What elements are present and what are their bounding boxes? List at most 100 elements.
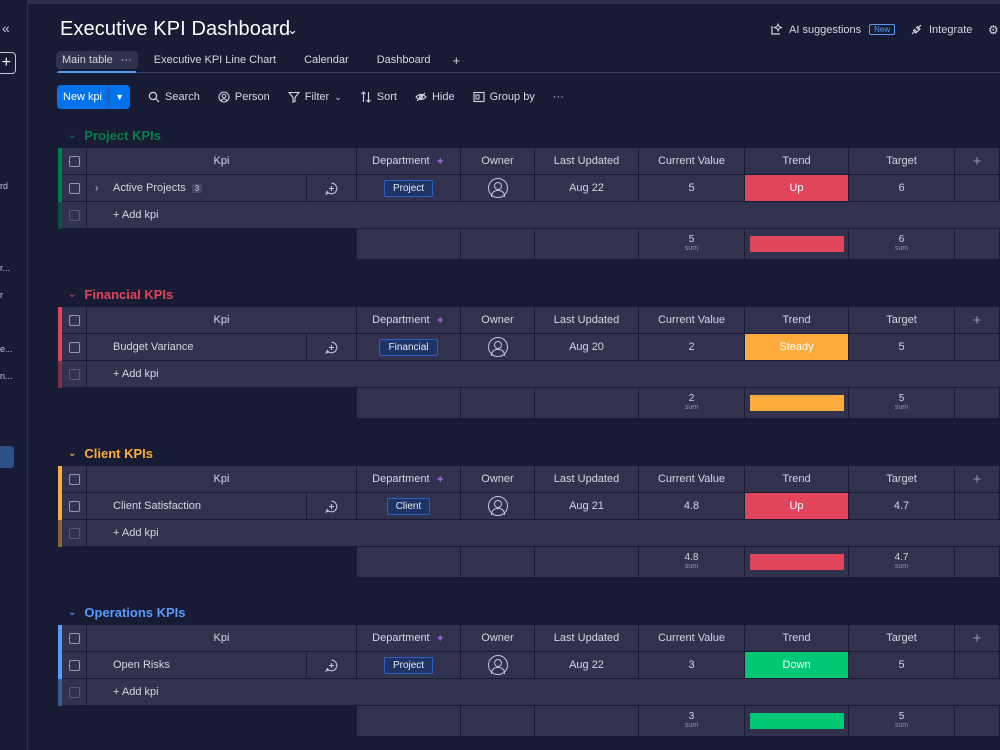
department-cell[interactable]: Project bbox=[357, 652, 461, 679]
table-row[interactable]: Budget Variance Financial Aug 20 2 Steady 5 bbox=[58, 334, 1000, 361]
kpi-cell[interactable]: › Active Projects 3 bbox=[87, 175, 307, 202]
add-row[interactable]: + Add kpi bbox=[58, 679, 1000, 706]
chevron-down-icon[interactable]: ⌄ bbox=[68, 130, 77, 141]
hide-button[interactable]: Hide bbox=[415, 91, 455, 103]
owner-cell[interactable] bbox=[461, 175, 535, 202]
kpi-name[interactable]: Budget Variance bbox=[113, 341, 194, 353]
chevron-down-icon[interactable]: ▼ bbox=[108, 85, 130, 109]
trend-distribution-bar[interactable] bbox=[749, 554, 844, 570]
summary-target[interactable]: 5 sum bbox=[849, 388, 955, 418]
summary-trend[interactable] bbox=[745, 547, 849, 577]
person-avatar-icon[interactable] bbox=[487, 655, 508, 675]
current-value-cell[interactable]: 3 bbox=[639, 652, 745, 679]
summary-target[interactable]: 4.7 sum bbox=[849, 547, 955, 577]
target-cell[interactable]: 5 bbox=[849, 652, 955, 679]
subitems-count[interactable]: 3 bbox=[191, 183, 203, 193]
column-header-target[interactable]: Target bbox=[849, 466, 955, 493]
group-title[interactable]: Project KPIs bbox=[84, 128, 161, 143]
department-cell[interactable]: Project bbox=[357, 175, 461, 202]
summary-trend[interactable] bbox=[745, 229, 849, 259]
add-kpi-input[interactable]: + Add kpi bbox=[87, 520, 966, 547]
column-header-trend[interactable]: Trend bbox=[745, 307, 849, 334]
column-header-last-updated[interactable]: Last Updated bbox=[535, 148, 639, 175]
department-tag[interactable]: Project bbox=[383, 656, 434, 674]
kpi-cell[interactable]: Open Risks bbox=[87, 652, 307, 679]
summary-current-value[interactable]: 5 sum bbox=[639, 229, 745, 259]
sort-button[interactable]: Sort bbox=[360, 91, 397, 103]
department-tag[interactable]: Client bbox=[386, 497, 431, 515]
group-header[interactable]: ⌄ Project KPIs bbox=[68, 128, 161, 143]
add-column-button[interactable]: + bbox=[955, 148, 1000, 175]
table-row[interactable]: › Active Projects 3 Project Aug 22 5 Up 6 bbox=[58, 175, 1000, 202]
trend-distribution-bar[interactable] bbox=[749, 236, 844, 252]
column-header-owner[interactable]: Owner bbox=[461, 148, 535, 175]
column-header-owner[interactable]: Owner bbox=[461, 307, 535, 334]
sidebar-item-fragment[interactable]: r bbox=[0, 290, 3, 300]
column-header-kpi[interactable]: Kpi bbox=[87, 466, 357, 493]
summary-current-value[interactable]: 4.8 sum bbox=[639, 547, 745, 577]
column-header-owner[interactable]: Owner bbox=[461, 466, 535, 493]
column-header-target[interactable]: Target bbox=[849, 625, 955, 652]
chevron-down-icon[interactable]: ⌄ bbox=[68, 607, 77, 618]
add-view-icon[interactable]: + bbox=[452, 52, 461, 68]
add-update-button[interactable] bbox=[307, 652, 357, 679]
person-filter-button[interactable]: Person bbox=[218, 91, 270, 103]
column-header-target[interactable]: Target bbox=[849, 148, 955, 175]
owner-cell[interactable] bbox=[461, 334, 535, 361]
column-header-kpi[interactable]: Kpi bbox=[87, 307, 357, 334]
column-header-department[interactable]: Department ✦ bbox=[357, 466, 461, 493]
add-column-button[interactable]: + bbox=[955, 625, 1000, 652]
chevron-down-icon[interactable]: ⌄ bbox=[287, 22, 298, 37]
summary-target[interactable]: 6 sum bbox=[849, 229, 955, 259]
tab-calendar[interactable]: Calendar bbox=[304, 54, 349, 66]
department-tag[interactable]: Financial bbox=[379, 338, 438, 356]
department-cell[interactable]: Financial bbox=[357, 334, 461, 361]
last-updated-cell[interactable]: Aug 20 bbox=[535, 334, 639, 361]
add-update-button[interactable] bbox=[307, 334, 357, 361]
target-cell[interactable]: 4.7 bbox=[849, 493, 955, 520]
chevron-down-icon[interactable]: ⌄ bbox=[68, 448, 77, 459]
kpi-name[interactable]: Client Satisfaction bbox=[113, 500, 202, 512]
tab-line-chart[interactable]: Executive KPI Line Chart bbox=[153, 54, 277, 66]
add-column-button[interactable]: + bbox=[955, 466, 1000, 493]
group-by-button[interactable]: Group by bbox=[473, 91, 535, 103]
trend-status-cell[interactable]: Up bbox=[745, 493, 849, 520]
trend-distribution-bar[interactable] bbox=[749, 395, 844, 411]
select-all-checkbox[interactable] bbox=[62, 307, 87, 334]
add-item-button[interactable]: + bbox=[0, 52, 16, 74]
sidebar-active-item[interactable] bbox=[0, 446, 14, 468]
trend-distribution-bar[interactable] bbox=[749, 713, 844, 729]
group-title[interactable]: Client KPIs bbox=[84, 446, 154, 461]
column-header-last-updated[interactable]: Last Updated bbox=[535, 466, 639, 493]
column-header-target[interactable]: Target bbox=[849, 307, 955, 334]
add-row[interactable]: + Add kpi bbox=[58, 520, 1000, 547]
search-button[interactable]: Search bbox=[148, 91, 200, 103]
add-update-button[interactable] bbox=[307, 175, 357, 202]
person-avatar-icon[interactable] bbox=[487, 496, 508, 516]
column-header-department[interactable]: Department ✦ bbox=[357, 148, 461, 175]
sidebar-item-fragment[interactable]: e... bbox=[0, 344, 13, 354]
column-header-department[interactable]: Department ✦ bbox=[357, 625, 461, 652]
owner-cell[interactable] bbox=[461, 652, 535, 679]
group-title[interactable]: Financial KPIs bbox=[84, 287, 174, 302]
ai-suggestions-button[interactable]: AI suggestions New bbox=[770, 23, 896, 36]
summary-target[interactable]: 5 sum bbox=[849, 706, 955, 736]
trend-status-cell[interactable]: Steady bbox=[745, 334, 849, 361]
group-title[interactable]: Operations KPIs bbox=[84, 605, 186, 620]
department-tag[interactable]: Project bbox=[383, 179, 434, 197]
collapse-sidebar-icon[interactable]: « bbox=[2, 20, 10, 36]
column-header-current-value[interactable]: Current Value bbox=[639, 148, 745, 175]
more-options-icon[interactable]: ··· bbox=[120, 54, 132, 66]
kpi-cell[interactable]: Client Satisfaction bbox=[87, 493, 307, 520]
add-update-button[interactable] bbox=[307, 493, 357, 520]
summary-current-value[interactable]: 3 sum bbox=[639, 706, 745, 736]
row-checkbox[interactable] bbox=[62, 652, 87, 679]
trend-status-cell[interactable]: Down bbox=[745, 652, 849, 679]
last-updated-cell[interactable]: Aug 22 bbox=[535, 652, 639, 679]
add-row[interactable]: + Add kpi bbox=[58, 202, 1000, 229]
column-header-department[interactable]: Department ✦ bbox=[357, 307, 461, 334]
chevron-down-icon[interactable]: ⌄ bbox=[334, 91, 342, 102]
last-updated-cell[interactable]: Aug 22 bbox=[535, 175, 639, 202]
column-header-owner[interactable]: Owner bbox=[461, 625, 535, 652]
filter-button[interactable]: Filter ⌄ bbox=[287, 91, 342, 103]
